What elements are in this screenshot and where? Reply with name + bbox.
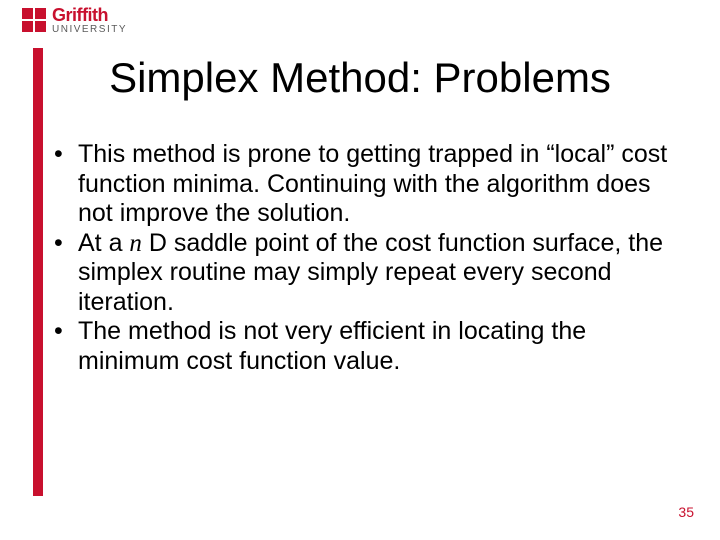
list-item: The method is not very efficient in loca… [50, 317, 680, 376]
logo-icon [22, 8, 46, 32]
logo: Griffith UNIVERSITY [22, 6, 127, 35]
list-item: At a n D saddle point of the cost functi… [50, 229, 680, 318]
logo-name: Griffith [52, 6, 127, 24]
logo-text: Griffith UNIVERSITY [52, 6, 127, 35]
slide-content: This method is prone to getting trapped … [50, 140, 680, 376]
bullet-list: This method is prone to getting trapped … [50, 140, 680, 376]
logo-subtitle: UNIVERSITY [52, 25, 127, 35]
accent-bar [33, 48, 43, 496]
page-number: 35 [678, 504, 694, 520]
slide-title: Simplex Method: Problems [0, 54, 720, 102]
list-item: This method is prone to getting trapped … [50, 140, 680, 229]
